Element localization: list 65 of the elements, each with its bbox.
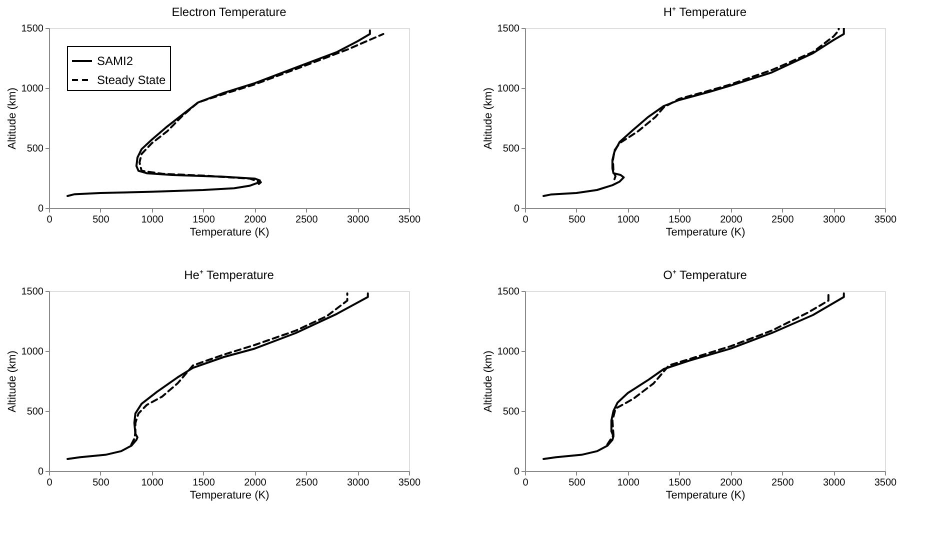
x-tick-label: 0: [522, 214, 529, 226]
x-tick-label: 1500: [668, 214, 692, 226]
x-tick-label: 2000: [720, 214, 743, 226]
chart-title: He⁺ Temperature: [184, 268, 274, 282]
x-axis-title: Temperature (K): [666, 490, 746, 502]
chart-title: O⁺ Temperature: [663, 268, 748, 282]
chart-title: Electron Temperature: [172, 5, 287, 19]
y-axis-title: Altitude (km): [482, 88, 494, 150]
y-tick-label: 1000: [497, 346, 520, 358]
x-tick-label: 500: [92, 478, 110, 488]
x-tick-label: 3000: [822, 478, 846, 488]
x-tick-label: 2500: [296, 478, 318, 488]
x-tick-label: 1500: [192, 214, 216, 226]
legend-label: SAMI2: [97, 54, 134, 68]
x-tick-label: 2500: [772, 214, 794, 226]
x-tick-label: 1500: [192, 478, 216, 488]
x-tick-label: 1000: [617, 214, 640, 226]
y-tick-label: 500: [502, 144, 520, 154]
x-tick-label: 3000: [822, 214, 846, 226]
y-tick-label: 0: [514, 466, 520, 478]
x-tick-label: 2000: [244, 214, 267, 226]
x-tick-label: 1000: [141, 214, 164, 226]
x-tick-label: 1500: [668, 478, 692, 488]
x-tick-label: 2500: [296, 214, 318, 226]
line-series: [542, 28, 845, 197]
x-tick-label: 2000: [720, 478, 743, 488]
x-tick-label: 0: [46, 478, 53, 488]
y-tick-label: 1500: [21, 24, 44, 34]
x-tick-label: 1000: [617, 478, 640, 488]
y-tick-label: 1500: [497, 24, 520, 34]
line-series: [66, 292, 369, 460]
x-axis-title: Temperature (K): [190, 226, 270, 238]
x-tick-label: 0: [46, 214, 53, 226]
y-tick-label: 1000: [21, 84, 44, 94]
y-tick-label: 0: [38, 466, 44, 478]
y-tick-label: 1500: [497, 286, 520, 298]
x-axis-title: Temperature (K): [666, 226, 746, 238]
legend-label: Steady State: [97, 73, 166, 87]
y-axis-title: Altitude (km): [6, 88, 18, 150]
y-tick-label: 1000: [21, 346, 44, 358]
x-tick-label: 3500: [398, 214, 422, 226]
x-tick-label: 3500: [874, 478, 898, 488]
y-tick-label: 1000: [497, 84, 520, 94]
x-axis-title: Temperature (K): [190, 490, 270, 502]
x-tick-label: 500: [568, 478, 586, 488]
x-tick-label: 3000: [346, 478, 370, 488]
x-tick-label: 3500: [874, 214, 898, 226]
y-axis-title: Altitude (km): [6, 350, 18, 412]
chart-title: H⁺ Temperature: [663, 5, 747, 19]
y-axis-title: Altitude (km): [482, 350, 494, 412]
y-tick-label: 1500: [21, 286, 44, 298]
x-tick-label: 500: [92, 214, 110, 226]
x-tick-label: 0: [522, 478, 529, 488]
x-tick-label: 3000: [346, 214, 370, 226]
x-tick-label: 2000: [244, 478, 267, 488]
line-series: [542, 292, 845, 460]
y-tick-label: 0: [38, 204, 44, 214]
y-tick-label: 500: [26, 144, 44, 154]
x-tick-label: 2500: [772, 478, 794, 488]
y-tick-label: 500: [26, 406, 44, 418]
y-tick-label: 0: [514, 204, 520, 214]
x-tick-label: 3500: [398, 478, 422, 488]
x-tick-label: 500: [568, 214, 586, 226]
y-tick-label: 500: [502, 406, 520, 418]
x-tick-label: 1000: [141, 478, 164, 488]
